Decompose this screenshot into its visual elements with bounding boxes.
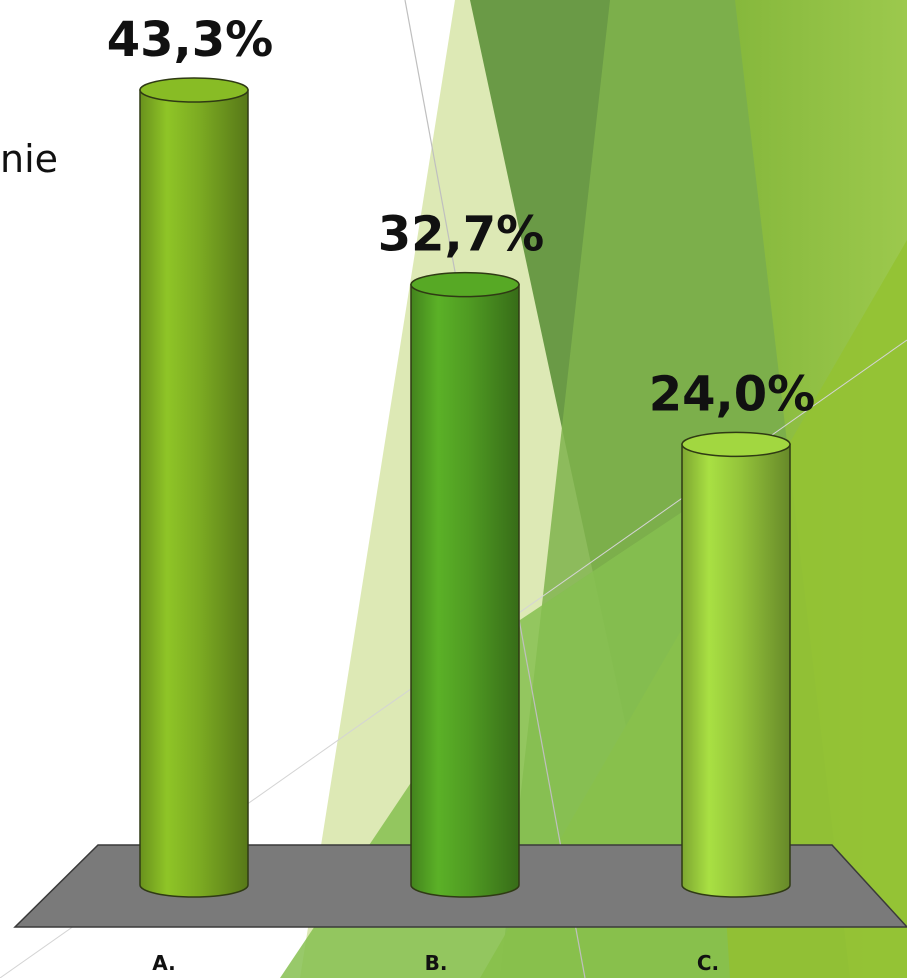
bar-body <box>139 89 249 898</box>
clipped-side-text: nie <box>0 137 59 181</box>
bar-b <box>410 271 520 898</box>
data-label: 24,0% <box>649 366 816 422</box>
x-tick-label: A. <box>152 951 175 975</box>
x-tick-label: B. <box>425 951 448 975</box>
bar-top <box>410 271 520 298</box>
bar-top <box>681 431 791 458</box>
x-tick-label: C. <box>697 951 719 975</box>
bar-body <box>410 283 520 898</box>
bar-body <box>681 443 791 898</box>
bar-a <box>139 77 249 898</box>
data-label: 32,7% <box>378 207 545 263</box>
data-label: 43,3% <box>107 12 274 68</box>
bar-top <box>139 77 249 103</box>
bar-c <box>681 431 791 898</box>
